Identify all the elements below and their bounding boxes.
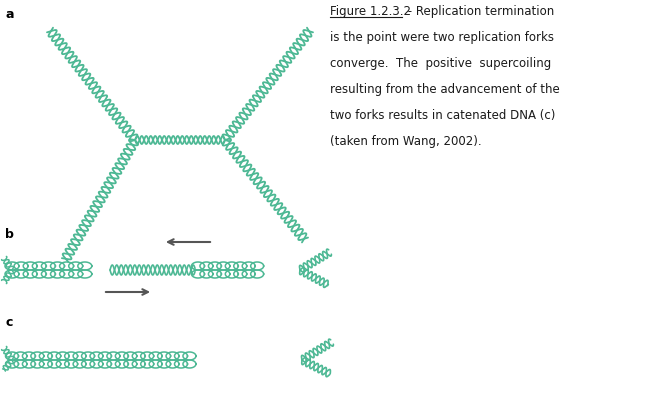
Text: Figure 1.2.3.2: Figure 1.2.3.2 bbox=[330, 5, 411, 18]
Text: a: a bbox=[5, 8, 14, 21]
Text: b: b bbox=[5, 228, 14, 241]
Text: resulting from the advancement of the: resulting from the advancement of the bbox=[330, 83, 559, 96]
Text: converge.  The  positive  supercoiling: converge. The positive supercoiling bbox=[330, 57, 551, 70]
Text: - Replication termination: - Replication termination bbox=[404, 5, 554, 18]
Text: c: c bbox=[5, 316, 12, 329]
Text: two forks results in catenated DNA (c): two forks results in catenated DNA (c) bbox=[330, 109, 556, 122]
Text: is the point were two replication forks: is the point were two replication forks bbox=[330, 31, 554, 44]
Text: (taken from Wang, 2002).: (taken from Wang, 2002). bbox=[330, 135, 482, 148]
